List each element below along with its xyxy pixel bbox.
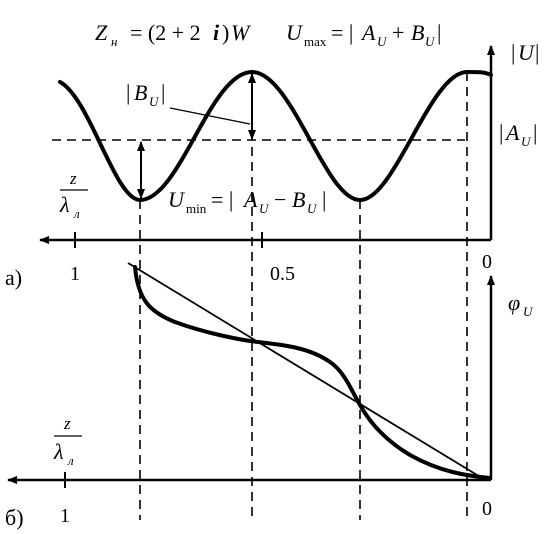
svg-text:i: i	[213, 20, 220, 45]
svg-text:|: |	[126, 80, 130, 105]
svg-text:= (2 + 2: = (2 + 2	[130, 20, 201, 45]
svg-text:н: н	[111, 34, 117, 49]
svg-text:): )	[222, 20, 229, 45]
svg-text:U: U	[168, 187, 186, 212]
svg-text:U: U	[286, 20, 304, 45]
svg-text:U: U	[521, 134, 532, 149]
panel-a-tick-label-05: 0.5	[270, 263, 295, 285]
svg-text:|: |	[511, 40, 515, 65]
panel-b-label: б)	[5, 505, 24, 530]
svg-text:−: −	[274, 187, 286, 212]
svg-text:U: U	[425, 34, 436, 49]
svg-text:φ: φ	[508, 290, 520, 315]
b-u-label: | B U |	[126, 80, 165, 109]
svg-text:λ: λ	[59, 192, 70, 217]
voltage-phase-curve	[133, 265, 492, 480]
svg-text:U: U	[377, 34, 388, 49]
svg-text:л: л	[73, 206, 80, 221]
u-max-formula: U max = | A U + B U |	[286, 20, 441, 49]
svg-text:+: +	[392, 20, 404, 45]
panel-b-tick-label-0: 0	[482, 498, 492, 520]
a-u-label: | A U |	[499, 120, 537, 149]
svg-text:min: min	[186, 201, 207, 216]
svg-text:U: U	[149, 94, 160, 109]
svg-text:U: U	[518, 40, 536, 65]
svg-text:|: |	[161, 80, 165, 105]
svg-text:B: B	[134, 80, 147, 105]
svg-text:W: W	[231, 20, 251, 45]
u-min-formula: U min = | A U − B U |	[168, 187, 326, 216]
b-u-leader-line	[169, 107, 251, 125]
svg-text:max: max	[304, 34, 327, 49]
svg-text:B: B	[411, 20, 424, 45]
svg-text:U: U	[259, 201, 270, 216]
svg-text:U: U	[523, 304, 534, 319]
svg-text:U: U	[307, 201, 318, 216]
panel-a-x-axis-label: z λ л	[59, 169, 88, 221]
svg-text:z: z	[63, 414, 71, 433]
svg-text:|: |	[322, 187, 326, 212]
svg-text:= |: = |	[331, 20, 353, 45]
panel-a-y-axis-label: | U |	[511, 40, 539, 65]
panel-b-tick-label-1: 1	[60, 505, 70, 527]
svg-text:|: |	[437, 20, 441, 45]
svg-text:A: A	[242, 187, 258, 212]
svg-text:λ: λ	[53, 439, 64, 464]
svg-text:|: |	[499, 120, 503, 145]
panel-a-tick-label-1: 1	[70, 263, 80, 285]
panel-b-y-axis-label: φ U	[508, 290, 534, 319]
svg-text:A: A	[504, 120, 520, 145]
svg-text:z: z	[69, 169, 77, 188]
svg-text:л: л	[67, 453, 74, 468]
svg-text:|: |	[535, 40, 539, 65]
svg-text:A: A	[360, 20, 376, 45]
voltage-magnitude-curve	[58, 69, 493, 203]
panel-a-label: а)	[5, 265, 22, 290]
load-impedance-formula: Z н = (2 + 2 i ) W	[95, 20, 251, 49]
svg-text:|: |	[533, 120, 537, 145]
panel-a-tick-label-0: 0	[482, 251, 492, 273]
svg-text:Z: Z	[95, 20, 108, 45]
panel-b-x-axis-label: z λ л	[53, 414, 82, 468]
svg-text:= |: = |	[211, 187, 233, 212]
phase-linear-line	[127, 262, 483, 479]
svg-text:B: B	[292, 187, 305, 212]
